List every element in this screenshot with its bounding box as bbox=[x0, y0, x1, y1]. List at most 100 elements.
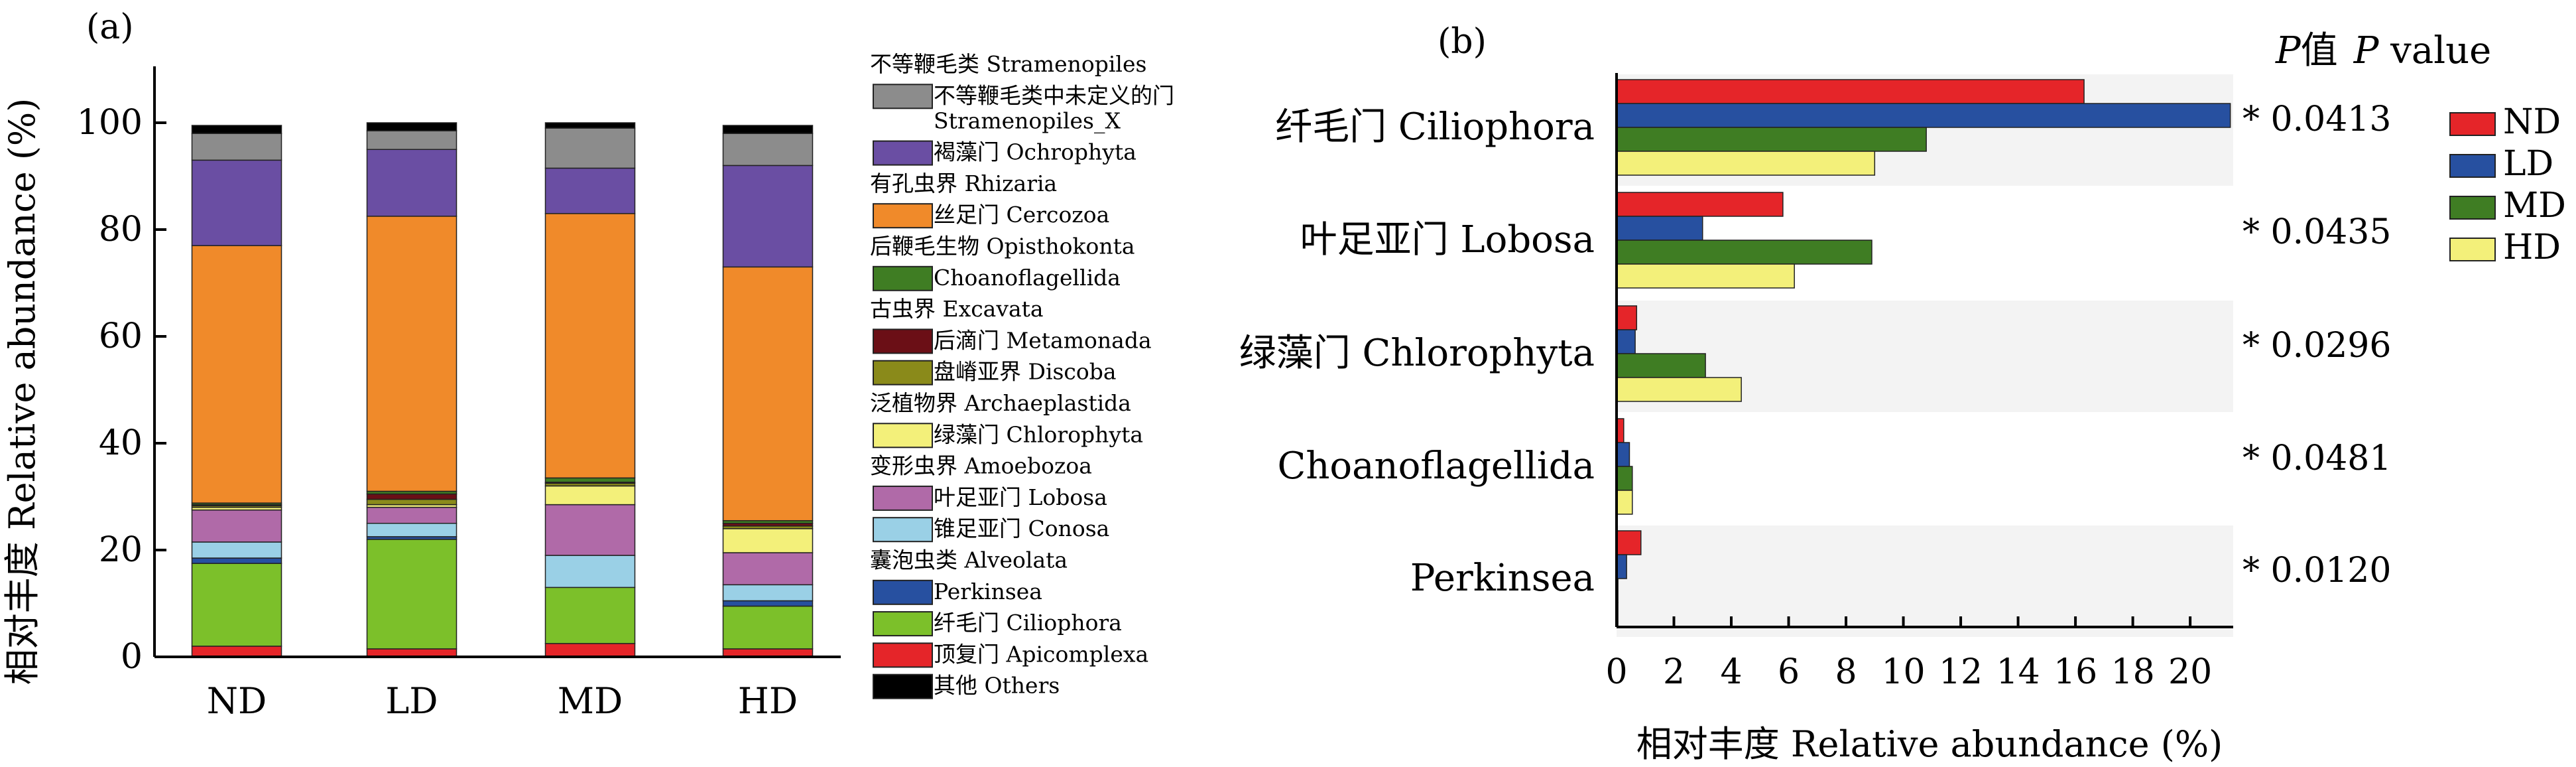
legend-item-label: Choanoflagellida bbox=[934, 265, 1121, 291]
stacked-bar-segment bbox=[544, 485, 636, 506]
legend-swatch bbox=[873, 423, 933, 449]
legend-swatch bbox=[873, 328, 933, 354]
legend-swatch bbox=[2449, 154, 2496, 178]
legend-swatch bbox=[873, 84, 933, 109]
legend-item-label: Perkinsea bbox=[934, 579, 1042, 604]
x-tick-label: HD bbox=[738, 680, 798, 722]
bar bbox=[1616, 240, 1872, 265]
stacked-bar-segment bbox=[544, 213, 636, 479]
stacked-bar-segment bbox=[722, 552, 814, 586]
category-label: 绿藻门 Chlorophyta bbox=[1239, 332, 1595, 375]
stacked-bar-segment bbox=[366, 149, 458, 217]
stacked-bar-segment bbox=[191, 125, 282, 134]
panel-a-legend: 不等鞭毛类 Stramenopiles 不等鞭毛类中未定义的门Stramenopi… bbox=[870, 51, 1174, 699]
stacked-bar-segment bbox=[191, 245, 282, 504]
panel-b-bars bbox=[1616, 79, 2231, 627]
stacked-bar-segment bbox=[722, 605, 814, 650]
legend-group-header: 变形虫界 Amoebozoa bbox=[870, 453, 1092, 479]
bar bbox=[1616, 263, 1795, 289]
legend-swatch bbox=[873, 642, 933, 668]
panel-a-y-ticks: 0 20 40 60 80 100 bbox=[77, 103, 166, 677]
x-tick-label: 8 bbox=[1835, 652, 1857, 692]
stacked-bar-segment bbox=[722, 125, 814, 134]
category-label: Choanoflagellida bbox=[1278, 445, 1595, 488]
p-value-label: * 0.0413 bbox=[2242, 100, 2391, 139]
legend-item-label: 褐藻门 Ochrophyta bbox=[934, 139, 1136, 165]
stacked-bar-segment bbox=[191, 557, 282, 564]
legend-item-label: 不等鞭毛类中未定义的门 bbox=[934, 82, 1174, 108]
y-tick-label: 100 bbox=[77, 103, 143, 143]
stacked-bar-segment bbox=[722, 528, 814, 553]
panel-b-label: (b) bbox=[1438, 22, 1487, 62]
legend-swatch bbox=[873, 360, 933, 385]
legend-item-label: 丝足门 Cercozoa bbox=[934, 202, 1109, 228]
x-tick-label: ND bbox=[207, 680, 267, 722]
stacked-bar-segment bbox=[544, 127, 636, 169]
bar bbox=[1616, 490, 1633, 515]
legend-item-label: MD bbox=[2503, 186, 2566, 226]
panel-a-label: (a) bbox=[86, 7, 134, 47]
panel-b-p-values: * 0.0413 * 0.0435 * 0.0296 * 0.0481 * 0.0120 bbox=[2242, 100, 2391, 591]
stacked-bar-segment bbox=[366, 498, 458, 506]
stacked-bar-segment bbox=[366, 539, 458, 650]
panel-a-stacked-bars bbox=[191, 122, 814, 658]
panel-a-y-axis-label: 相对丰度 Relative abundance (%) bbox=[1, 98, 43, 685]
x-tick-label: 18 bbox=[2111, 652, 2155, 692]
stacked-bar-segment bbox=[191, 133, 282, 161]
stacked-bar-segment bbox=[544, 587, 636, 644]
legend-item-label-line2: Stramenopiles_X bbox=[934, 107, 1121, 134]
legend-swatch bbox=[2449, 112, 2496, 136]
bar bbox=[1616, 192, 1784, 217]
p-header-text-1: 值 bbox=[2301, 29, 2338, 72]
stacked-bar-segment bbox=[722, 600, 814, 607]
p-value-header: P值 P value bbox=[2275, 29, 2491, 72]
legend-group-header: 古虫界 Excavata bbox=[870, 296, 1044, 322]
bar bbox=[1616, 103, 2231, 128]
y-tick-label: 20 bbox=[99, 530, 143, 570]
legend-item-label: 叶足亚门 Lobosa bbox=[934, 484, 1107, 510]
legend-swatch bbox=[873, 265, 933, 291]
stacked-bar-segment bbox=[722, 266, 814, 522]
panel-b: (b) 纤毛门 Ciliophora 叶足亚门 Lobosa 绿藻门 Chlorop… bbox=[1239, 22, 2566, 765]
p-value-label: * 0.0296 bbox=[2242, 326, 2391, 366]
x-tick-label: 0 bbox=[1605, 652, 1627, 692]
bar bbox=[1616, 377, 1742, 402]
legend-group-header: 有孔虫界 Rhizaria bbox=[870, 171, 1057, 196]
legend-item-label: LD bbox=[2503, 144, 2553, 184]
category-band bbox=[1617, 525, 2233, 637]
stacked-bar-segment bbox=[366, 216, 458, 492]
legend-item-label: 盘嵴亚界 Discoba bbox=[934, 359, 1117, 385]
stacked-bar-segment bbox=[722, 133, 814, 167]
legend-swatch bbox=[2449, 238, 2496, 261]
stacked-bar-segment bbox=[544, 643, 636, 658]
x-tick-label: 4 bbox=[1720, 652, 1742, 692]
legend-swatch bbox=[873, 140, 933, 166]
legend-group-header: 不等鞭毛类 Stramenopiles bbox=[870, 51, 1146, 77]
stacked-bar-segment bbox=[366, 493, 458, 500]
bar bbox=[1616, 216, 1703, 241]
panel-b-x-axis-label: 相对丰度 Relative abundance (%) bbox=[1636, 723, 2223, 765]
legend-group-header: 后鞭毛生物 Opisthokonta bbox=[870, 234, 1135, 259]
stacked-bar-segment bbox=[544, 504, 636, 556]
stacked-bar-segment bbox=[544, 555, 636, 589]
y-tick-label: 40 bbox=[99, 423, 143, 463]
category-label: 纤毛门 Ciliophora bbox=[1275, 105, 1595, 149]
stacked-bar-segment bbox=[366, 506, 458, 524]
legend-swatch bbox=[873, 611, 933, 637]
x-tick-label: LD bbox=[385, 680, 438, 722]
p-value-label: * 0.0481 bbox=[2242, 439, 2391, 478]
legend-item-label: 其他 Others bbox=[934, 673, 1060, 699]
stacked-bar-segment bbox=[544, 122, 636, 129]
legend-item-label: 锥足亚门 Conosa bbox=[934, 516, 1109, 541]
stacked-bar-segment bbox=[191, 563, 282, 647]
legend-item-label: ND bbox=[2503, 102, 2561, 142]
bar bbox=[1616, 530, 1642, 555]
stacked-bar-segment bbox=[191, 159, 282, 246]
p-header-text-2: value bbox=[2378, 29, 2491, 72]
panel-b-x-ticks: 0 2 4 6 8 10 12 14 16 18 20 bbox=[1605, 616, 2212, 692]
p-header-italic-1: P bbox=[2275, 29, 2301, 72]
stacked-bar-segment bbox=[544, 477, 636, 483]
stacked-bar-segment bbox=[366, 122, 458, 131]
y-tick-label: 60 bbox=[99, 316, 143, 356]
